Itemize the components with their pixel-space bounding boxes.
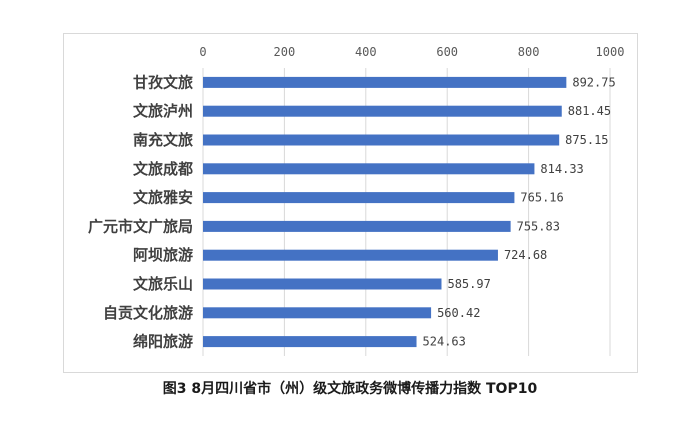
x-tick-label: 1000	[596, 45, 625, 59]
bar	[203, 76, 567, 88]
category-label: 绵阳旅游	[133, 333, 193, 351]
x-tick-label: 400	[355, 45, 377, 59]
category-label: 自贡文化旅游	[103, 304, 193, 322]
bar	[203, 249, 498, 261]
category-label: 文旅成都	[133, 160, 193, 178]
bar	[203, 134, 560, 146]
data-label: 814.33	[540, 162, 583, 176]
data-label: 892.75	[572, 75, 615, 89]
bar	[203, 278, 442, 290]
category-label: 文旅乐山	[133, 275, 193, 293]
bar	[203, 336, 417, 348]
data-label: 881.45	[568, 104, 611, 118]
category-label: 南充文旅	[133, 131, 193, 149]
x-tick-label: 800	[518, 45, 540, 59]
data-label: 724.68	[504, 248, 547, 262]
x-tick-label: 600	[436, 45, 458, 59]
data-label: 765.16	[520, 191, 563, 205]
category-label: 阿坝旅游	[133, 246, 193, 264]
category-label: 广元市文广旅局	[88, 217, 193, 235]
bar	[203, 307, 432, 319]
data-label: 560.42	[437, 306, 480, 320]
category-label: 文旅雅安	[133, 189, 193, 207]
x-tick-label: 200	[274, 45, 296, 59]
data-label: 755.83	[517, 219, 560, 233]
bar	[203, 163, 535, 175]
category-label: 文旅泸州	[133, 102, 193, 120]
bar-chart: 0 200 400 600 800 1000 甘孜文旅 892.75 文旅泸州 881.45 南充文…	[88, 45, 625, 356]
figure-caption: 图3 8月四川省市（州）级文旅政务微博传播力指数 TOP10	[162, 381, 538, 397]
category-label: 甘孜文旅	[133, 73, 193, 91]
data-label: 524.63	[423, 335, 466, 349]
bar	[203, 192, 515, 204]
data-label: 875.15	[565, 133, 608, 147]
data-label: 585.97	[447, 277, 490, 291]
chart-area: 0 200 400 600 800 1000 甘孜文旅 892.75 文旅泸州 881.45 南充文…	[63, 33, 638, 373]
x-tick-label: 0	[199, 45, 206, 59]
bar	[203, 105, 562, 117]
bar	[203, 220, 511, 232]
